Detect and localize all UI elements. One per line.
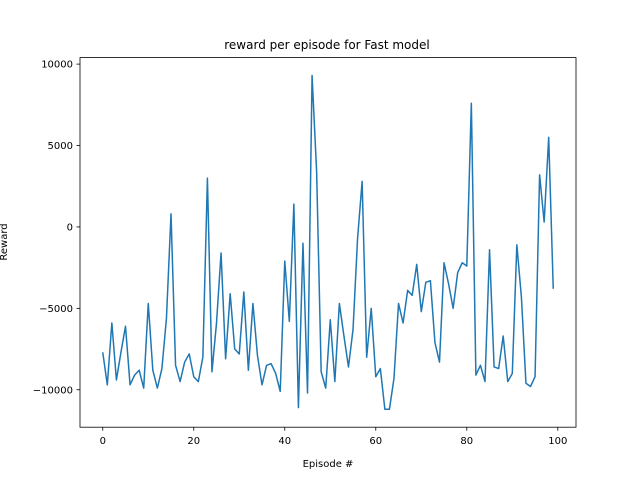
x-tick-label: 20 — [187, 436, 200, 447]
x-tick-label: 80 — [460, 436, 473, 447]
x-tick-label: 100 — [548, 436, 567, 447]
chart-title: reward per episode for Fast model — [224, 38, 429, 52]
series-line-0 — [102, 74, 554, 411]
axes-frame — [79, 57, 577, 428]
y-tick-label: 10000 — [41, 60, 73, 71]
plot-area — [102, 74, 554, 411]
y-tick-label: 5000 — [48, 141, 73, 152]
y-tick-label: −5000 — [39, 304, 73, 315]
y-axis: −10000 −5000 0 5000 10000 — [33, 60, 80, 396]
x-axis-title: Episode # — [303, 459, 354, 470]
y-axis-title: Reward — [0, 223, 10, 260]
x-tick-label: 60 — [369, 436, 382, 447]
y-tick-label: 0 — [67, 222, 73, 233]
y-tick-label: −10000 — [33, 385, 73, 396]
x-tick-label: 40 — [278, 436, 291, 447]
x-tick-label: 0 — [100, 436, 106, 447]
x-axis: 0 20 40 60 80 100 — [100, 427, 567, 447]
